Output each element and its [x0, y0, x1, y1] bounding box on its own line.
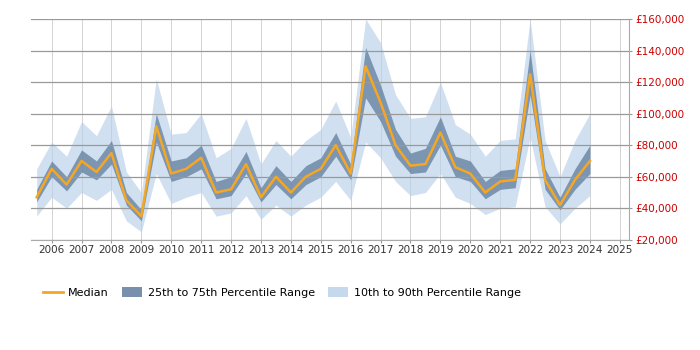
Legend: Median, 25th to 75th Percentile Range, 10th to 90th Percentile Range: Median, 25th to 75th Percentile Range, 1… [38, 283, 526, 302]
